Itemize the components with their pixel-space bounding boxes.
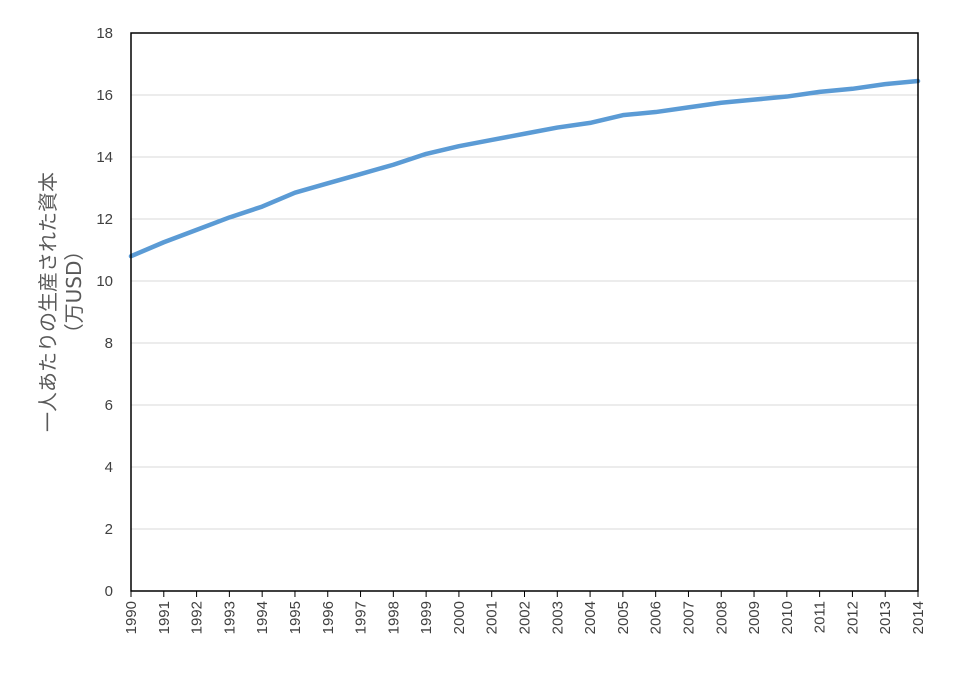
y-tick-label: 4 <box>105 459 113 476</box>
x-axis-ticks: 1990 1991 1992 1993 1994 1995 1996 1997 1998 1999… <box>123 591 927 634</box>
x-tick-label: 1995 <box>287 601 304 634</box>
y-tick-label: 16 <box>96 87 113 104</box>
x-tick-label: 1998 <box>385 601 402 634</box>
x-tick-label: 2000 <box>451 601 468 634</box>
y-axis-label: 一人あたりの生産された資本 <box>36 172 60 432</box>
y-tick-label: 2 <box>105 521 113 538</box>
x-tick-label: 1996 <box>320 601 337 634</box>
x-tick-label: 2013 <box>877 601 894 634</box>
y-axis-unit-label: （万USD） <box>62 241 86 344</box>
y-tick-label: 14 <box>96 149 113 166</box>
x-tick-label: 2003 <box>549 601 566 634</box>
x-tick-label: 2007 <box>680 601 697 634</box>
x-tick-label: 1997 <box>353 601 370 634</box>
x-tick-label: 2014 <box>910 601 927 634</box>
x-tick-label: 1993 <box>221 601 238 634</box>
y-axis-ticks: 0 2 4 6 8 10 12 14 16 18 <box>96 25 113 600</box>
x-tick-label: 1991 <box>156 601 173 634</box>
x-tick-label: 2001 <box>484 601 501 634</box>
series-layer <box>128 78 921 259</box>
plot-area-border <box>130 32 919 592</box>
x-tick-label: 2009 <box>746 601 763 634</box>
x-tick-label: 2004 <box>582 601 599 634</box>
y-tick-label: 0 <box>105 583 113 600</box>
y-tick-label: 18 <box>96 25 113 42</box>
y-tick-label: 10 <box>96 273 113 290</box>
x-tick-label: 1994 <box>254 601 271 634</box>
x-tick-label: 1992 <box>189 601 206 634</box>
y-tick-label: 8 <box>105 335 113 352</box>
x-tick-label: 2006 <box>648 601 665 634</box>
x-tick-label: 2012 <box>844 601 861 634</box>
x-tick-label: 2005 <box>615 601 632 634</box>
series-line <box>128 78 921 259</box>
x-tick-label: 1990 <box>123 601 140 634</box>
x-tick-label: 2008 <box>713 601 730 634</box>
gridlines <box>131 94 918 530</box>
x-tick-label: 2010 <box>779 601 796 634</box>
x-tick-label: 1999 <box>418 601 435 634</box>
y-tick-label: 6 <box>105 397 113 414</box>
y-tick-label: 12 <box>96 211 113 228</box>
x-tick-label: 2011 <box>812 601 829 633</box>
x-tick-label: 2002 <box>517 601 534 634</box>
